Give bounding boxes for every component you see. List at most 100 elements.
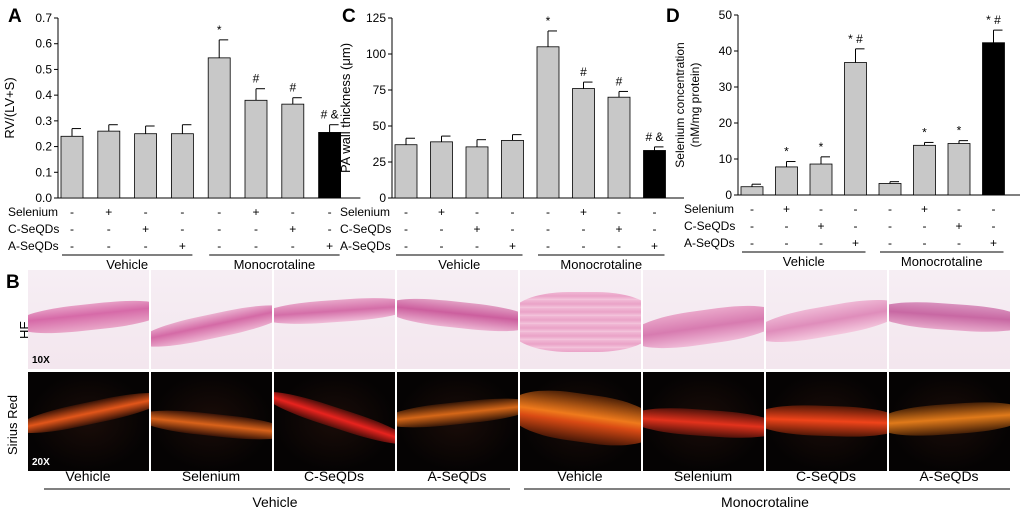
- group-label-monocrotaline: Monocrotaline: [560, 257, 642, 272]
- treatment-sign: -: [653, 222, 657, 236]
- treatment-sign: +: [473, 222, 480, 236]
- bar-3: [809, 163, 833, 196]
- treatment-sign: -: [653, 205, 657, 219]
- treatment-sign: -: [957, 202, 961, 216]
- treatment-sign: -: [617, 205, 621, 219]
- significance-marker: *: [819, 140, 824, 154]
- treatment-sign: -: [923, 236, 927, 250]
- treatment-sign: +: [817, 219, 824, 233]
- treatment-sign: +: [105, 205, 112, 219]
- treatment-sign: -: [217, 222, 221, 236]
- histology-column-label: Vehicle: [557, 468, 602, 484]
- group-label-monocrotaline: Monocrotaline: [901, 254, 983, 269]
- treatment-sign: -: [291, 205, 295, 219]
- significance-marker: #: [580, 65, 587, 79]
- y-tick-label: 0.6: [35, 37, 52, 51]
- y-tick-label: 30: [719, 80, 733, 94]
- treatment-sign: -: [254, 239, 258, 253]
- bar-4: [501, 139, 524, 199]
- sirius-image-vehicle: 20X: [28, 372, 149, 471]
- sirius-image-mct-c-seqds: [766, 372, 887, 471]
- significance-marker: # &: [645, 130, 663, 144]
- bar-2: [775, 166, 798, 196]
- significance-marker: #: [616, 74, 623, 88]
- treatment-sign: -: [888, 219, 892, 233]
- treatment-sign: +: [955, 219, 962, 233]
- significance-marker: * #: [986, 13, 1001, 27]
- treatment-sign: -: [144, 239, 148, 253]
- treatment-sign: -: [750, 219, 754, 233]
- bar-3: [134, 133, 158, 199]
- bar-1: [394, 144, 418, 199]
- treatment-sign: -: [180, 205, 184, 219]
- treatment-sign: -: [70, 239, 74, 253]
- treatment-sign: -: [70, 222, 74, 236]
- treatment-sign: -: [217, 205, 221, 219]
- treatment-sign: +: [783, 202, 790, 216]
- treatment-sign: -: [440, 222, 444, 236]
- treatment-sign: +: [852, 236, 859, 250]
- y-axis-label: Selenium concentration: [673, 42, 687, 167]
- treatment-sign: -: [144, 205, 148, 219]
- treatment-sign: -: [328, 222, 332, 236]
- group-label-vehicle: Vehicle: [438, 257, 480, 272]
- treatment-sign: -: [546, 205, 550, 219]
- he-image-a-seqds: [397, 270, 518, 369]
- histology-grid: 10X 20X: [28, 270, 1014, 472]
- treatment-sign: -: [582, 239, 586, 253]
- he-image-mct-vehicle: [520, 270, 641, 369]
- treatment-sign: -: [888, 236, 892, 250]
- treatment-sign: -: [546, 239, 550, 253]
- treatment-sign: -: [785, 219, 789, 233]
- y-tick-label: 50: [373, 119, 387, 133]
- he-image-mct-selenium: [643, 270, 764, 369]
- sirius-image-c-seqds: [274, 372, 395, 471]
- treatment-sign: -: [440, 239, 444, 253]
- y-axis-label: PA wall thickness (μm): [338, 43, 353, 173]
- he-image-mct-c-seqds: [766, 270, 887, 369]
- bar-7: [947, 143, 971, 196]
- treatment-sign: -: [291, 239, 295, 253]
- y-tick-label: 0: [725, 188, 732, 202]
- y-tick-label: 20: [719, 116, 733, 130]
- significance-marker: *: [546, 14, 551, 28]
- treatment-sign: -: [992, 219, 996, 233]
- sirius-image-mct-vehicle: [520, 372, 641, 471]
- treatment-row-label: A-SeQDs: [684, 236, 735, 250]
- treatment-sign: -: [819, 202, 823, 216]
- histology-group-monocrotaline: Monocrotaline: [721, 494, 809, 510]
- y-tick-label: 0.0: [35, 191, 52, 205]
- bar-4: [844, 62, 867, 196]
- bar-6: [244, 99, 268, 199]
- treatment-sign: +: [580, 205, 587, 219]
- treatment-sign: -: [70, 205, 74, 219]
- treatment-row-label: A-SeQDs: [340, 239, 391, 253]
- y-tick-label: 0.3: [35, 114, 52, 128]
- y-tick-label: 0.7: [35, 11, 52, 25]
- treatment-sign: +: [326, 239, 333, 253]
- treatment-sign: -: [617, 239, 621, 253]
- histology-column-label: A-SeQDs: [427, 468, 486, 484]
- magnification-20x: 20X: [32, 457, 50, 468]
- significance-marker: #: [253, 72, 260, 86]
- y-tick-label: 75: [373, 83, 387, 97]
- treatment-sign: +: [252, 205, 259, 219]
- bar-5: [536, 46, 560, 199]
- treatment-row-label: C-SeQDs: [340, 222, 391, 236]
- y-axis-label-unit: (nM/mg protein): [688, 63, 702, 148]
- treatment-sign: -: [854, 202, 858, 216]
- treatment-sign: -: [180, 222, 184, 236]
- y-tick-label: 50: [719, 8, 733, 22]
- treatment-sign: +: [615, 222, 622, 236]
- treatment-sign: -: [750, 202, 754, 216]
- treatment-sign: -: [511, 222, 515, 236]
- sirius-image-mct-a-seqds: [889, 372, 1010, 471]
- he-image-selenium: [151, 270, 272, 369]
- bar-3: [465, 146, 489, 199]
- bar-6: [572, 88, 595, 199]
- treatment-sign: -: [750, 236, 754, 250]
- histology-column-label: C-SeQDs: [796, 468, 856, 484]
- treatment-sign: -: [785, 236, 789, 250]
- histology-column-label: Selenium: [674, 468, 732, 484]
- treatment-row-label: Selenium: [8, 205, 58, 219]
